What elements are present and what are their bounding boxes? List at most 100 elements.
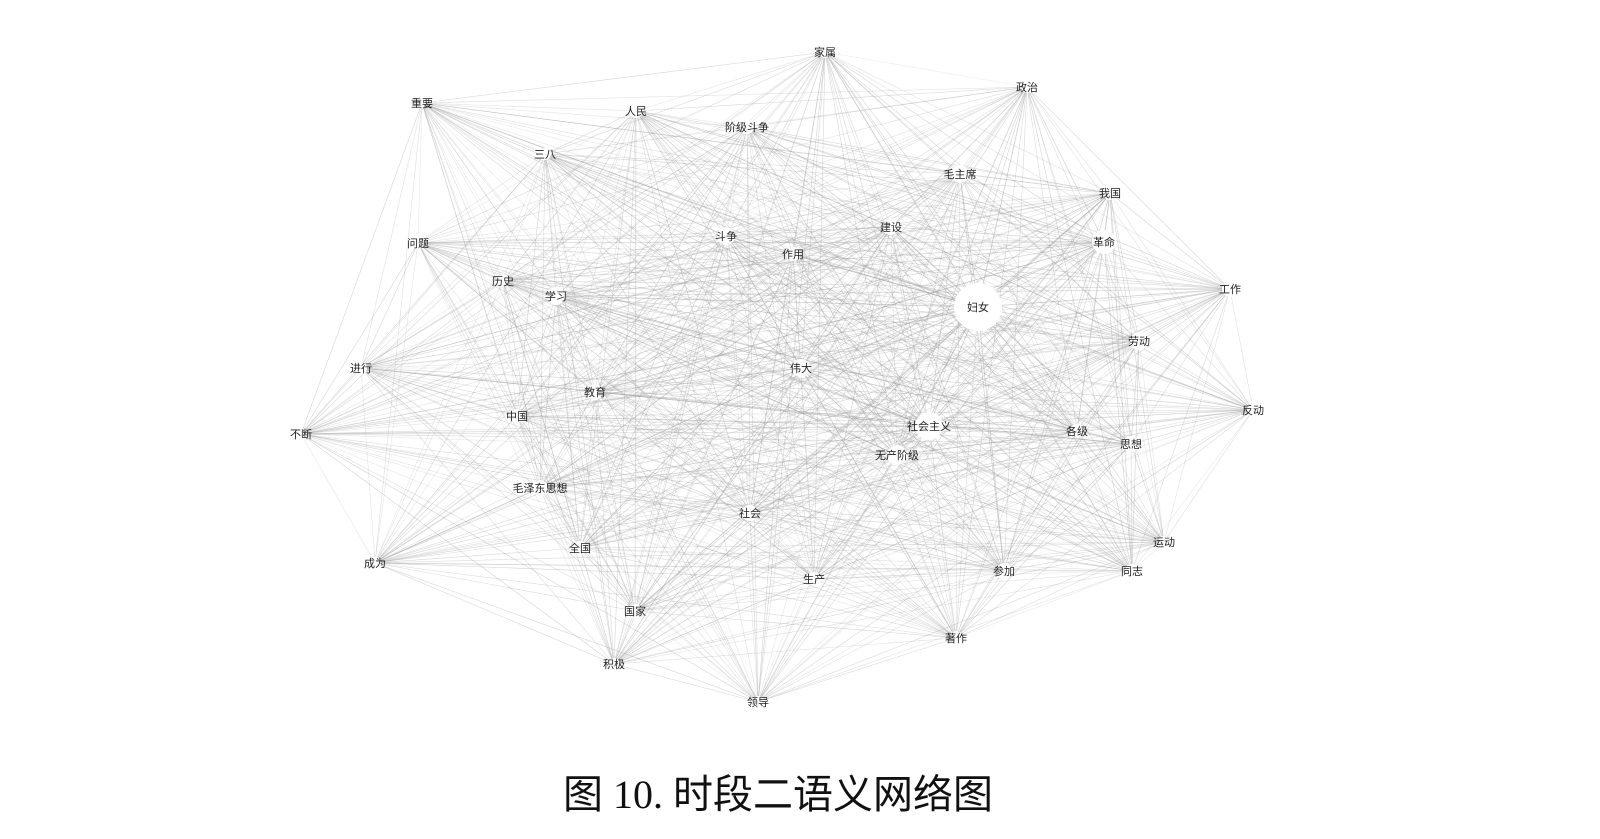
edge — [749, 512, 1005, 572]
edge — [300, 192, 1111, 435]
edge — [421, 102, 1005, 572]
edge — [594, 306, 979, 393]
edge — [749, 512, 759, 703]
edge — [594, 51, 826, 393]
edge — [977, 306, 1132, 445]
edge — [725, 235, 1078, 432]
edge — [360, 367, 1133, 572]
edge — [959, 173, 1140, 342]
edge — [502, 241, 1105, 282]
edge — [374, 126, 748, 564]
edge — [360, 367, 1165, 543]
edge — [792, 253, 1078, 432]
edge — [635, 110, 751, 514]
edge — [555, 295, 581, 549]
edge — [757, 637, 957, 703]
edge — [1138, 288, 1231, 342]
edge — [300, 433, 898, 456]
edge — [539, 253, 794, 489]
edge — [725, 51, 826, 237]
edge — [544, 153, 794, 255]
edge — [749, 367, 802, 514]
edge — [613, 578, 815, 665]
edge — [374, 562, 815, 580]
edge — [749, 288, 1231, 514]
edge — [417, 242, 1165, 543]
edge — [544, 153, 930, 427]
edge — [792, 253, 1005, 572]
edge — [955, 241, 1105, 639]
edge — [613, 51, 826, 665]
edge — [959, 173, 1132, 445]
node-circle — [887, 445, 907, 465]
edge — [955, 409, 1254, 639]
edge — [417, 242, 957, 639]
edge — [613, 409, 1254, 665]
edge — [749, 340, 1140, 514]
edge — [417, 242, 979, 308]
node-label: 作用 — [782, 248, 804, 261]
edge — [360, 367, 898, 456]
edge — [749, 512, 1165, 543]
edge — [635, 110, 815, 580]
edge — [374, 295, 557, 564]
edge — [539, 241, 1105, 489]
edge — [800, 51, 826, 369]
edge — [634, 241, 1105, 612]
edge — [417, 242, 636, 612]
edge — [539, 226, 892, 489]
edge — [635, 110, 1005, 572]
edge — [613, 192, 1111, 665]
edge — [813, 226, 892, 580]
edge — [594, 391, 1005, 572]
edge — [516, 226, 892, 417]
edge — [300, 226, 892, 435]
edge — [516, 415, 898, 456]
edge — [516, 153, 546, 417]
edge — [374, 409, 1254, 564]
edge — [374, 562, 759, 703]
node-circle — [1158, 536, 1170, 548]
edge — [555, 295, 1140, 342]
node-label: 家属 — [814, 45, 836, 59]
edge — [792, 192, 1111, 255]
edge — [579, 340, 1140, 549]
edge — [555, 295, 1078, 432]
edge — [421, 102, 898, 456]
edge — [757, 541, 1165, 703]
edge — [1003, 241, 1105, 572]
edge — [516, 415, 636, 612]
edge — [928, 425, 957, 639]
edge — [516, 110, 637, 417]
edge — [1138, 340, 1165, 543]
edge — [417, 242, 1078, 432]
edge — [360, 280, 504, 369]
edge — [1003, 288, 1231, 572]
edge — [544, 86, 1028, 155]
edge — [594, 391, 759, 703]
edge — [374, 306, 979, 564]
edge — [421, 102, 1231, 290]
edge — [421, 102, 557, 297]
edge — [579, 547, 759, 703]
edge — [757, 86, 1028, 703]
edge — [544, 153, 759, 703]
edge — [824, 51, 1105, 243]
edge — [579, 541, 1165, 549]
edge — [1003, 430, 1078, 572]
edge — [725, 235, 815, 580]
node-circle — [608, 658, 620, 670]
edge — [579, 306, 979, 549]
edge — [749, 51, 826, 514]
edge — [1076, 430, 1165, 543]
edge — [421, 102, 596, 393]
edge — [374, 110, 637, 564]
edge — [300, 51, 826, 435]
edge — [594, 391, 615, 665]
edge — [360, 51, 826, 369]
edge — [824, 51, 1005, 572]
edge — [360, 367, 615, 665]
edge — [613, 637, 957, 665]
edge — [792, 253, 930, 427]
